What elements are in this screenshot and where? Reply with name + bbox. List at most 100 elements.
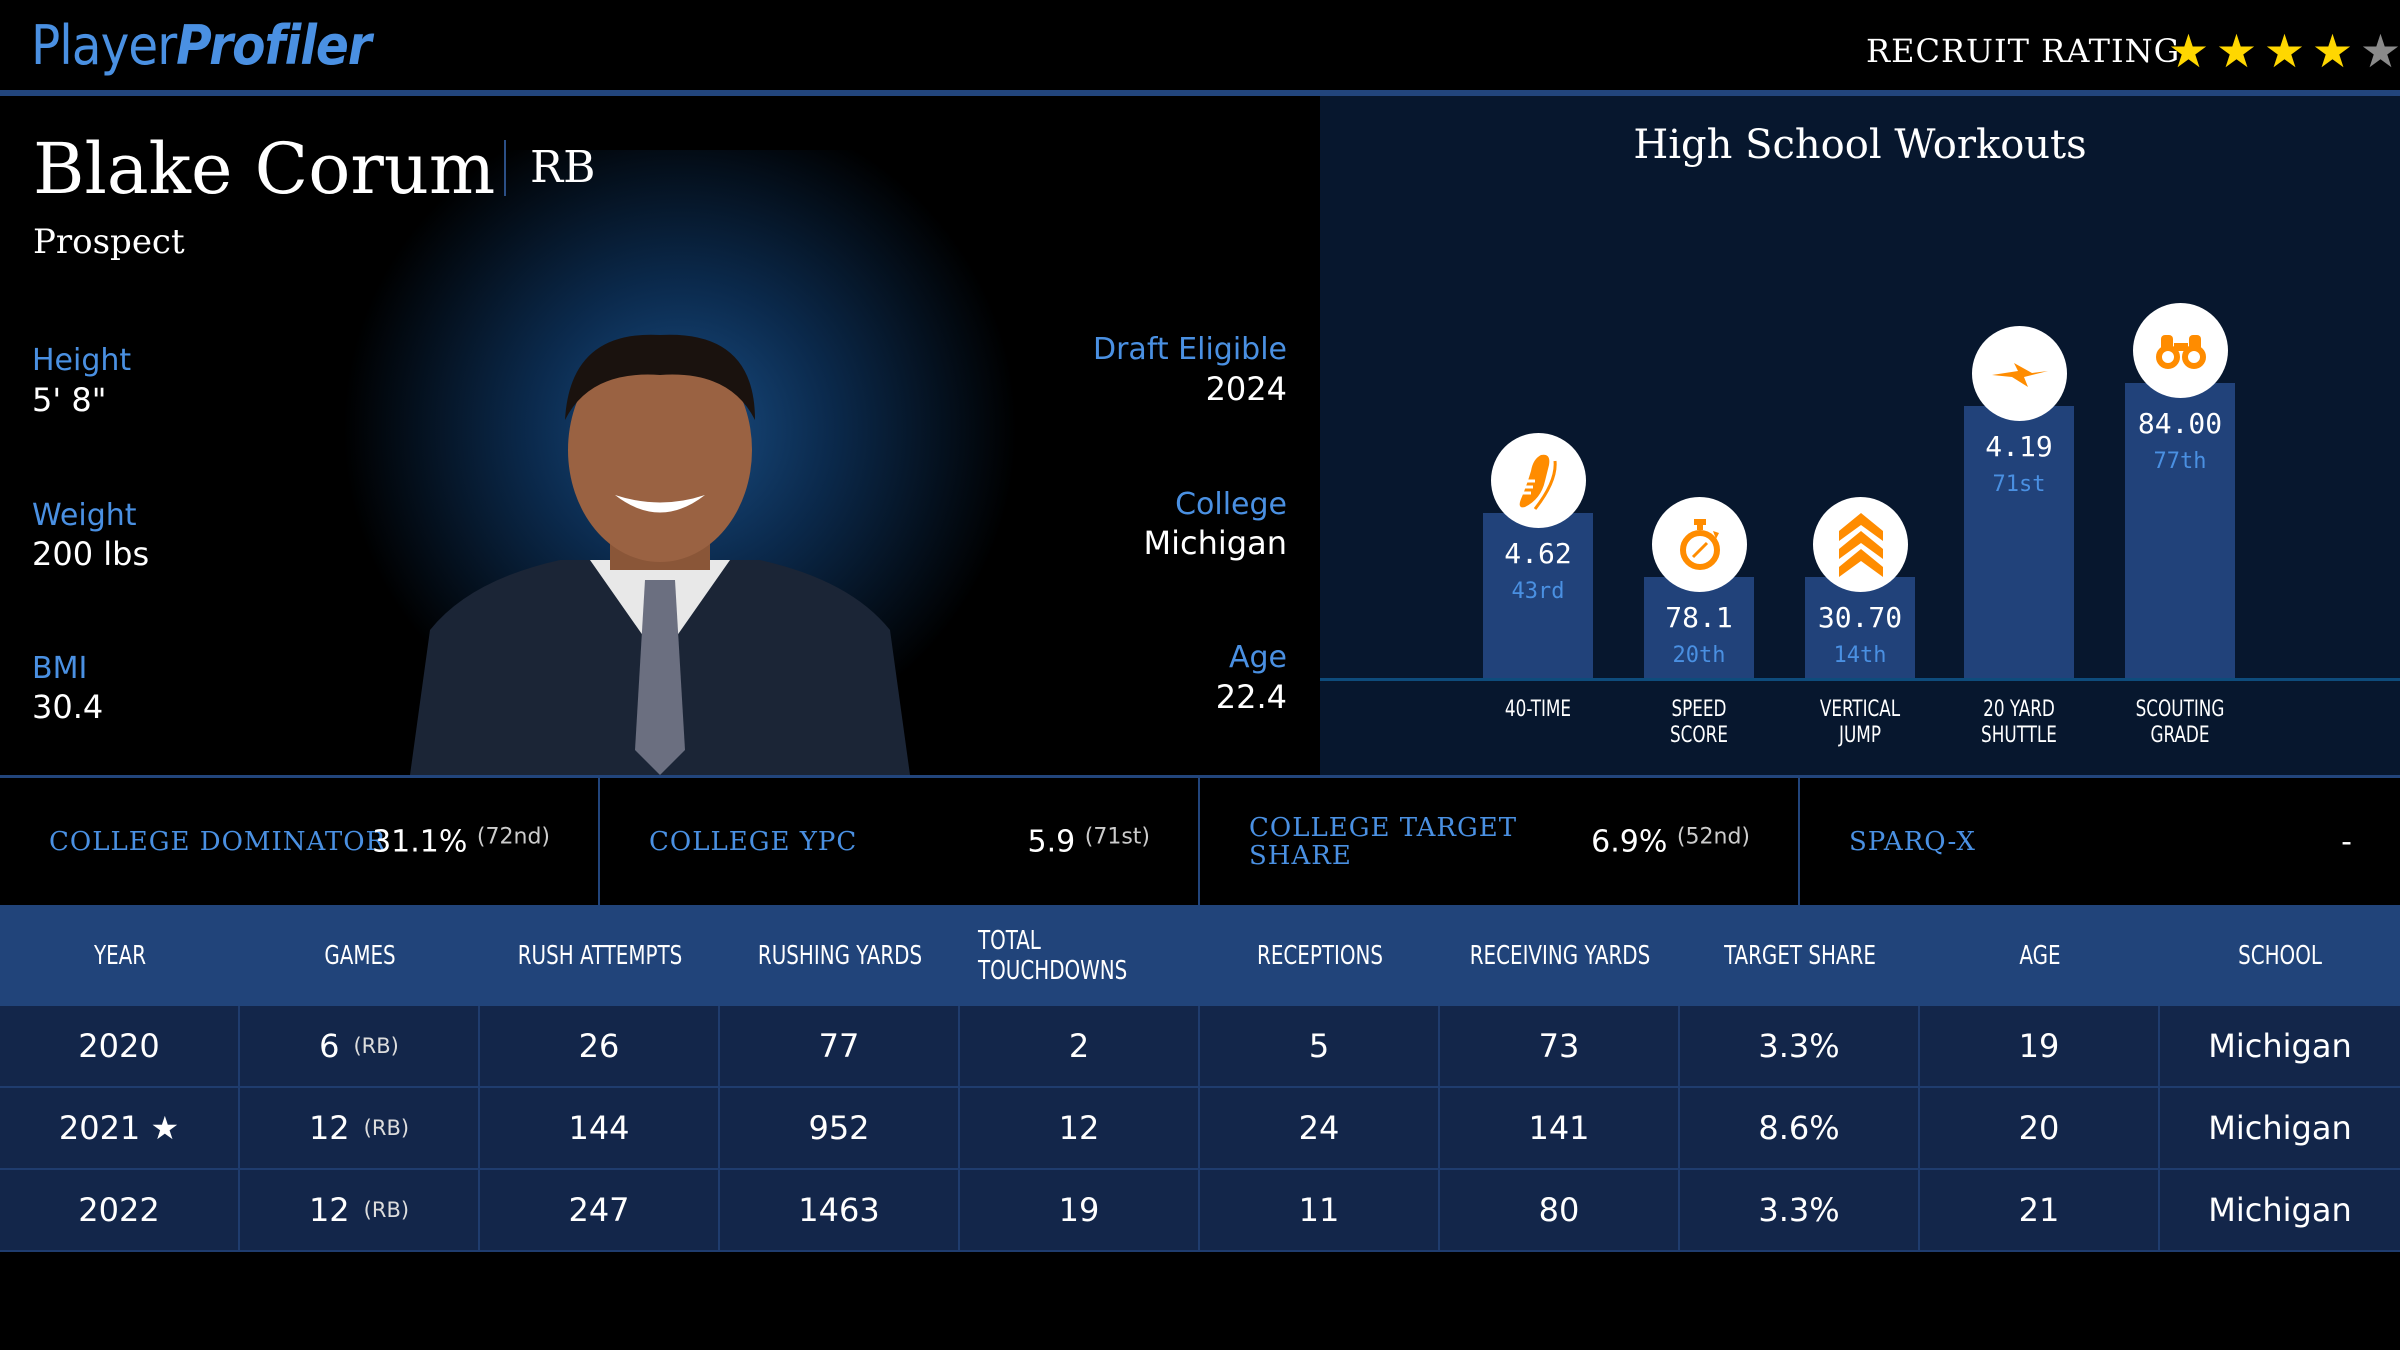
table-row: 2022 12 (RB) 247 1463 19 11 80 3.3% 21 Michigan bbox=[0, 1170, 2400, 1252]
workout-icon-badge bbox=[1652, 497, 1747, 592]
table-cell: 1463 bbox=[720, 1170, 960, 1250]
college-stat: COLLEGE TARGET SHARE 6.9% (52nd) bbox=[1200, 778, 1800, 905]
chart-baseline bbox=[1320, 678, 2400, 681]
star-icon: ★ bbox=[2167, 24, 2210, 78]
games-cell: 6 (RB) bbox=[240, 1006, 480, 1086]
column-header[interactable]: RUSHING YARDS bbox=[757, 940, 923, 971]
table-cell: 141 bbox=[1440, 1088, 1680, 1168]
divider bbox=[0, 90, 2400, 96]
bmi-value: 30.4 bbox=[32, 688, 104, 726]
workout-label: SCOUTING bbox=[2135, 697, 2225, 722]
workout-label: SCORE bbox=[1669, 723, 1728, 748]
table-cell: 19 bbox=[960, 1170, 1200, 1250]
chevrons-up-icon bbox=[1838, 512, 1883, 577]
table-cell: Michigan bbox=[2208, 1109, 2352, 1147]
column-header[interactable]: RECEPTIONS bbox=[1257, 940, 1383, 971]
table-cell: 3.3% bbox=[1680, 1006, 1920, 1086]
star-icon: ★ bbox=[2263, 24, 2306, 78]
table-cell: 24 bbox=[1200, 1088, 1440, 1168]
column-header[interactable]: SCHOOL bbox=[2238, 940, 2322, 971]
games-value: 12 bbox=[308, 1191, 350, 1229]
player-status: Prospect bbox=[33, 222, 185, 262]
star-icon: ★ bbox=[2215, 24, 2258, 78]
table-cell: Michigan bbox=[2208, 1027, 2352, 1065]
year-cell[interactable]: 2021 ★ bbox=[0, 1088, 240, 1168]
workout-bar bbox=[2125, 383, 2235, 678]
player-photo bbox=[410, 334, 910, 775]
workout-label: SPEED bbox=[1671, 697, 1727, 722]
table-row: 2020 6 (RB) 26 77 2 5 73 3.3% 19 Michigan bbox=[0, 1006, 2400, 1088]
column-header[interactable]: GAMES bbox=[324, 940, 396, 971]
workouts-title: High School Workouts bbox=[1633, 122, 2087, 168]
workout-rank: 77th bbox=[2153, 449, 2207, 475]
workout-rank: 14th bbox=[1833, 643, 1887, 668]
workout-rank: 20th bbox=[1672, 643, 1726, 668]
table-cell: 8.6% bbox=[1680, 1088, 1920, 1168]
logo[interactable]: PlayerProfiler bbox=[31, 14, 372, 77]
games-value: 12 bbox=[308, 1109, 350, 1147]
stat-number: 31.1% bbox=[372, 824, 468, 859]
stat-number: - bbox=[2341, 824, 2352, 859]
workout-rank: 43rd bbox=[1511, 579, 1565, 605]
workout-value: 84.00 bbox=[2137, 407, 2223, 441]
college-stat: SPARQ-X - bbox=[1800, 778, 2400, 905]
age-label: Age bbox=[1228, 640, 1287, 675]
stat-value: 5.9 (71st) bbox=[1027, 824, 1150, 859]
column-header[interactable]: AGE bbox=[2019, 940, 2061, 971]
bmi-label: BMI bbox=[32, 651, 88, 686]
recruit-rating-stars: ★ ★ ★ ★ ★ bbox=[2165, 28, 2400, 74]
table-cell: 2 bbox=[960, 1006, 1200, 1086]
weight-label: Weight bbox=[32, 498, 137, 533]
workout-icon-badge bbox=[1813, 497, 1908, 592]
stat-number: 5.9 bbox=[1027, 824, 1076, 859]
table-cell: 144 bbox=[480, 1088, 720, 1168]
stat-rank: (71st) bbox=[1084, 824, 1150, 849]
logo-profiler: Profiler bbox=[176, 14, 372, 77]
workout-icon-badge bbox=[2133, 303, 2228, 399]
year-link[interactable]: 2021 ★ bbox=[58, 1109, 180, 1147]
stat-rank: (52nd) bbox=[1676, 824, 1750, 849]
table-cell: 21 bbox=[1920, 1170, 2160, 1250]
column-header[interactable]: YEAR bbox=[93, 940, 147, 971]
college-stat: COLLEGE YPC 5.9 (71st) bbox=[600, 778, 1200, 905]
workout-label: JUMP bbox=[1839, 723, 1881, 748]
workout-value: 30.70 bbox=[1817, 601, 1903, 634]
stat-value: 6.9% (52nd) bbox=[1591, 824, 1750, 859]
workout-icon-badge bbox=[1972, 326, 2067, 422]
table-cell: 19 bbox=[1920, 1006, 2160, 1086]
stat-label[interactable]: COLLEGE DOMINATOR bbox=[49, 826, 387, 857]
column-header[interactable]: RUSH ATTEMPTS bbox=[517, 940, 683, 971]
table-row: 2021 ★ 12 (RB) 144 952 12 24 141 8.6% 20 Michigan bbox=[0, 1088, 2400, 1170]
column-header[interactable]: TOTAL TOUCHDOWNS bbox=[978, 925, 1128, 986]
stopwatch-icon bbox=[1675, 517, 1725, 573]
games-position: (RB) bbox=[363, 1198, 410, 1222]
table-cell: 952 bbox=[720, 1088, 960, 1168]
column-header[interactable]: TARGET SHARE bbox=[1724, 940, 1876, 971]
table-header: YEAR GAMES RUSH ATTEMPTS RUSHING YARDS TOTAL… bbox=[0, 905, 2400, 1006]
table-cell: 247 bbox=[480, 1170, 720, 1250]
workout-label: 40-TIME bbox=[1504, 697, 1572, 722]
workout-label: VERTICAL bbox=[1819, 697, 1901, 722]
stat-label[interactable]: COLLEGE TARGET SHARE bbox=[1249, 812, 1518, 871]
top-bar bbox=[0, 0, 2400, 90]
column-header[interactable]: RECEIVING YARDS bbox=[1469, 940, 1651, 971]
stat-value: 31.1% (72nd) bbox=[372, 824, 550, 859]
stat-number: 6.9% bbox=[1591, 824, 1668, 859]
college-stat: COLLEGE DOMINATOR 31.1% (72nd) bbox=[0, 778, 600, 905]
binoculars-icon bbox=[2155, 333, 2206, 369]
star-icon: ★ bbox=[2359, 24, 2400, 78]
draft-eligible-label: Draft Eligible bbox=[1093, 332, 1287, 367]
stat-label[interactable]: SPARQ-X bbox=[1849, 826, 1976, 857]
workout-bar bbox=[1964, 406, 2074, 678]
table-cell: Michigan bbox=[2208, 1191, 2352, 1229]
games-position: (RB) bbox=[353, 1034, 399, 1058]
workout-label: SHUTTLE bbox=[1981, 723, 2057, 748]
workout-label: GRADE bbox=[2150, 723, 2210, 748]
stat-label[interactable]: COLLEGE YPC bbox=[649, 826, 858, 857]
age-value: 22.4 bbox=[1215, 678, 1287, 716]
year-cell: 2020 bbox=[0, 1006, 240, 1086]
workout-bar bbox=[1805, 577, 1915, 678]
stat-value: - bbox=[2341, 824, 2352, 859]
college-value: Michigan bbox=[1143, 524, 1287, 562]
star-icon: ★ bbox=[2311, 24, 2354, 78]
